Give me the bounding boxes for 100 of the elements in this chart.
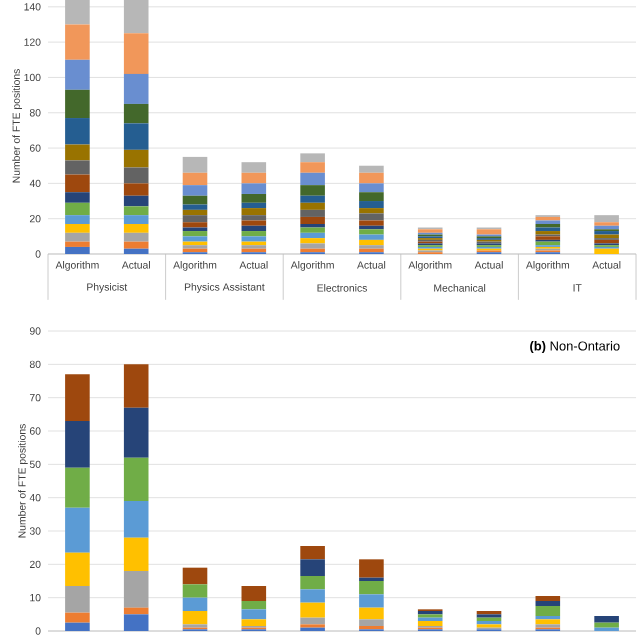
bar bbox=[300, 216, 325, 224]
bar bbox=[65, 507, 90, 553]
bar bbox=[300, 202, 325, 210]
bar bbox=[359, 213, 384, 221]
bar bbox=[65, 374, 90, 422]
bar bbox=[241, 601, 267, 610]
bar bbox=[65, 202, 90, 216]
bar bbox=[359, 201, 384, 209]
bar bbox=[123, 457, 149, 502]
bar bbox=[123, 607, 149, 615]
bar bbox=[241, 220, 267, 226]
bar bbox=[182, 584, 208, 598]
bar bbox=[65, 0, 90, 25]
bar bbox=[359, 192, 384, 202]
bar bbox=[182, 567, 208, 585]
bar bbox=[123, 571, 149, 608]
bar bbox=[65, 612, 90, 623]
bar bbox=[182, 195, 208, 205]
bar bbox=[594, 248, 619, 254]
bar bbox=[123, 206, 149, 216]
bar bbox=[300, 232, 325, 239]
bar bbox=[359, 594, 384, 608]
bar bbox=[123, 223, 149, 233]
bar bbox=[300, 602, 325, 618]
bar bbox=[123, 407, 149, 458]
bar bbox=[65, 421, 90, 468]
bar bbox=[65, 174, 90, 193]
bar bbox=[65, 586, 90, 613]
bar bbox=[241, 172, 267, 184]
bar bbox=[300, 209, 325, 217]
bar bbox=[241, 236, 267, 242]
bar bbox=[182, 156, 208, 173]
bar bbox=[476, 229, 502, 235]
bar bbox=[241, 162, 267, 173]
bar bbox=[123, 195, 149, 207]
bar bbox=[182, 185, 208, 196]
bar bbox=[359, 234, 384, 240]
bar bbox=[182, 209, 208, 216]
bar bbox=[65, 192, 90, 203]
bar bbox=[359, 229, 384, 235]
bar bbox=[300, 172, 325, 186]
bar bbox=[594, 215, 619, 223]
bar bbox=[65, 24, 90, 60]
bar bbox=[123, 183, 149, 196]
bar bbox=[65, 118, 90, 145]
bar bbox=[241, 586, 267, 601]
bar bbox=[123, 614, 149, 631]
bar bbox=[65, 89, 90, 119]
bar bbox=[594, 622, 619, 628]
bar bbox=[123, 149, 149, 168]
bar bbox=[123, 241, 149, 249]
bar bbox=[594, 616, 619, 623]
bar bbox=[241, 231, 267, 237]
bar bbox=[241, 208, 267, 216]
bar bbox=[300, 153, 325, 163]
bar bbox=[123, 0, 149, 34]
bar bbox=[182, 204, 208, 210]
bar bbox=[300, 559, 325, 576]
bar bbox=[182, 172, 208, 186]
bar bbox=[359, 239, 384, 246]
bar bbox=[535, 606, 561, 616]
bar bbox=[535, 619, 561, 625]
bar bbox=[123, 232, 149, 242]
bar bbox=[300, 617, 325, 625]
bar bbox=[359, 183, 384, 193]
bar bbox=[65, 160, 90, 175]
bar bbox=[65, 215, 90, 224]
bar bbox=[241, 193, 267, 203]
bar bbox=[359, 172, 384, 184]
bar bbox=[182, 611, 208, 625]
bar bbox=[182, 215, 208, 223]
bar bbox=[65, 59, 90, 90]
bar bbox=[65, 144, 90, 161]
bar bbox=[300, 195, 325, 203]
bar bbox=[359, 607, 384, 620]
bar bbox=[65, 467, 90, 508]
bar bbox=[182, 222, 208, 228]
bar bbox=[123, 537, 149, 571]
bar bbox=[359, 581, 384, 595]
bar bbox=[182, 597, 208, 611]
bar bbox=[65, 246, 90, 254]
bar bbox=[300, 576, 325, 590]
bar bbox=[300, 162, 325, 173]
bar bbox=[65, 223, 90, 233]
bar bbox=[300, 243, 325, 249]
bar bbox=[300, 238, 325, 244]
bar bbox=[359, 165, 384, 173]
bar bbox=[123, 73, 149, 104]
bar bbox=[65, 241, 90, 247]
bar bbox=[241, 619, 267, 626]
bar bbox=[241, 225, 267, 232]
bar bbox=[123, 501, 149, 538]
bar bbox=[123, 123, 149, 150]
bar bbox=[65, 622, 90, 631]
bar bbox=[123, 103, 149, 124]
bar bbox=[123, 248, 149, 254]
bar bbox=[182, 231, 208, 237]
bar bbox=[300, 227, 325, 233]
bar bbox=[123, 364, 149, 408]
bar bbox=[359, 220, 384, 226]
